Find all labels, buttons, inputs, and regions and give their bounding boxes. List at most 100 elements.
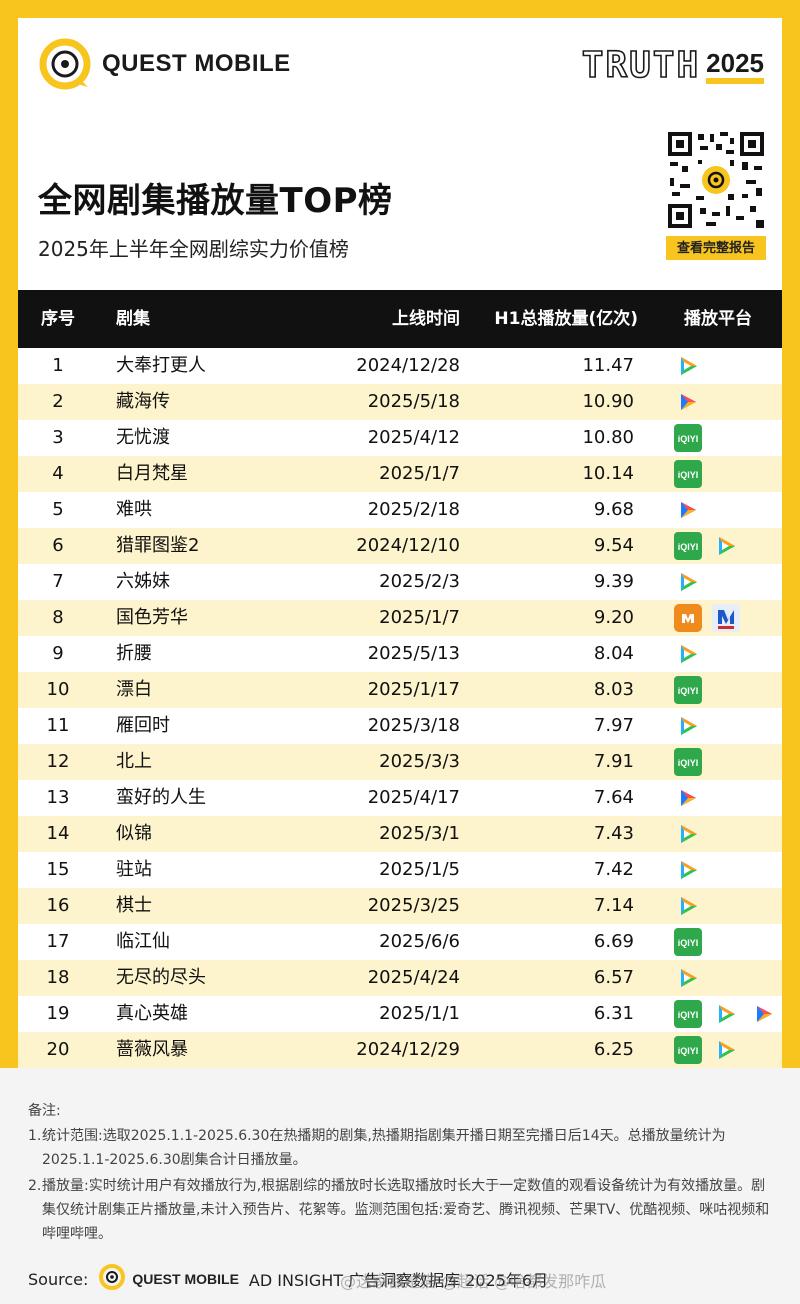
platform-icons <box>674 708 702 744</box>
drama-name: 国色芳华 <box>116 607 188 628</box>
table-row: 16 棋士 2025/3/25 7.14 <box>18 888 782 924</box>
rank-number: 12 <box>46 751 70 772</box>
release-date: 2025/1/7 <box>379 463 460 484</box>
truth-year: 2025 <box>706 50 764 84</box>
play-count: 9.20 <box>593 607 634 628</box>
drama-name: 驻站 <box>116 859 152 880</box>
play-count: 7.91 <box>593 751 634 772</box>
drama-name: 真心英雄 <box>116 1003 188 1024</box>
tencent-video-icon <box>674 856 702 884</box>
play-count: 7.64 <box>593 787 634 808</box>
table-row: 10 漂白 2025/1/17 8.03 iQIYI <box>18 672 782 708</box>
svg-text:iQIYI: iQIYI <box>678 542 699 552</box>
release-date: 2025/2/3 <box>379 571 460 592</box>
source-logo-icon <box>98 1263 126 1295</box>
platform-icons: iQIYI <box>674 1032 740 1068</box>
header-name: 剧集 <box>116 309 150 329</box>
note-number: 2. <box>28 1178 42 1194</box>
play-count: 7.14 <box>593 895 634 916</box>
rank-number: 19 <box>46 1003 70 1024</box>
iqiyi-icon: iQIYI <box>674 532 702 560</box>
tencent-video-icon <box>674 352 702 380</box>
table-row: 18 无尽的尽头 2025/4/24 6.57 <box>18 960 782 996</box>
play-count: 9.39 <box>593 571 634 592</box>
note-text: 统计范围:选取2025.1.1-2025.6.30在热播期的剧集,热播期指剧集开… <box>42 1128 726 1168</box>
iqiyi-icon: iQIYI <box>674 928 702 956</box>
rank-number: 7 <box>52 571 64 592</box>
qr-code[interactable] <box>666 130 766 230</box>
source-text: AD INSIGHT 广告洞察数据库 2025年6月 <box>248 1271 549 1290</box>
table-row: 8 国色芳华 2025/1/7 9.20 <box>18 600 782 636</box>
drama-name: 六姊妹 <box>116 571 170 592</box>
tencent-video-icon <box>674 964 702 992</box>
note-number: 1. <box>28 1128 42 1144</box>
play-count: 9.54 <box>593 535 634 556</box>
table-row: 17 临江仙 2025/6/6 6.69 iQIYI <box>18 924 782 960</box>
play-count: 7.43 <box>593 823 634 844</box>
qr-code-icon <box>666 130 766 230</box>
platform-icons <box>674 816 702 852</box>
page-title: 全网剧集播放量TOP榜 <box>38 181 393 221</box>
rank-number: 6 <box>52 535 64 556</box>
header-value: H1总播放量(亿次) <box>494 309 638 329</box>
tencent-video-icon <box>674 640 702 668</box>
platform-icons: iQIYI <box>674 996 778 1032</box>
drama-name: 猎罪图鉴2 <box>116 535 200 556</box>
notes-section: 备注: 1. 统计范围:选取2025.1.1-2025.6.30在热播期的剧集,… <box>0 1068 800 1304</box>
note-item-2: 2. 播放量:实时统计用户有效播放行为,根据剧综的播放时长选取播放时长大于一定数… <box>28 1174 772 1246</box>
play-count: 9.68 <box>593 499 634 520</box>
tencent-video-icon <box>712 532 740 560</box>
release-date: 2025/3/18 <box>367 715 460 736</box>
release-date: 2024/12/29 <box>356 1039 460 1060</box>
platform-icons: iQIYI <box>674 456 702 492</box>
drama-name: 漂白 <box>116 679 152 700</box>
table-body: 1 大奉打更人 2024/12/28 11.47 2 藏海传 2025/5/18 10.90 3… <box>18 348 782 1068</box>
youku-icon <box>674 388 702 416</box>
table-row: 4 白月梵星 2025/1/7 10.14 iQIYI <box>18 456 782 492</box>
release-date: 2025/5/18 <box>367 391 460 412</box>
header-platform: 播放平台 <box>684 309 752 329</box>
drama-name: 难哄 <box>116 499 152 520</box>
svg-text:iQIYI: iQIYI <box>678 434 699 444</box>
quest-mobile-logo-icon <box>38 37 92 91</box>
play-count: 10.90 <box>582 391 634 412</box>
table-row: 20 蔷薇风暴 2024/12/29 6.25 iQIYI <box>18 1032 782 1068</box>
table-row: 1 大奉打更人 2024/12/28 11.47 <box>18 348 782 384</box>
table-row: 15 驻站 2025/1/5 7.42 <box>18 852 782 888</box>
iqiyi-icon: iQIYI <box>674 676 702 704</box>
source-brand: QUEST MOBILE <box>132 1271 239 1287</box>
tencent-video-icon <box>674 712 702 740</box>
drama-name: 大奉打更人 <box>116 355 206 376</box>
rank-number: 9 <box>52 643 64 664</box>
drama-name: 无尽的尽头 <box>116 967 206 988</box>
view-full-report-button[interactable]: 查看完整报告 <box>666 236 766 260</box>
table-row: 2 藏海传 2025/5/18 10.90 <box>18 384 782 420</box>
platform-icons <box>674 780 702 816</box>
tencent-video-icon <box>674 820 702 848</box>
platform-icons <box>674 348 702 384</box>
rank-number: 1 <box>52 355 64 376</box>
platform-icons: iQIYI <box>674 528 740 564</box>
rank-number: 3 <box>52 427 64 448</box>
table-row: 13 蛮好的人生 2025/4/17 7.64 <box>18 780 782 816</box>
platform-icons <box>674 888 702 924</box>
release-date: 2025/2/18 <box>367 499 460 520</box>
platform-icons: iQIYI <box>674 924 702 960</box>
drama-name: 似锦 <box>116 823 152 844</box>
iqiyi-icon: iQIYI <box>674 1036 702 1064</box>
play-count: 6.57 <box>593 967 634 988</box>
release-date: 2025/3/3 <box>379 751 460 772</box>
drama-name: 棋士 <box>116 895 152 916</box>
svg-text:iQIYI: iQIYI <box>678 1010 699 1020</box>
release-date: 2025/3/1 <box>379 823 460 844</box>
quest-mobile-logo: QUEST MOBILE <box>38 36 291 92</box>
release-date: 2025/4/12 <box>367 427 460 448</box>
release-date: 2025/6/6 <box>379 931 460 952</box>
truth-2025-badge: TRUTH 2025 <box>581 47 764 84</box>
rank-number: 13 <box>46 787 70 808</box>
report-card: QUEST MOBILE TRUTH 2025 全网剧集播放量TOP榜 2025… <box>18 18 782 1068</box>
platform-icons <box>674 492 702 528</box>
release-date: 2025/1/17 <box>367 679 460 700</box>
release-date: 2025/1/7 <box>379 607 460 628</box>
platform-icons <box>674 384 702 420</box>
